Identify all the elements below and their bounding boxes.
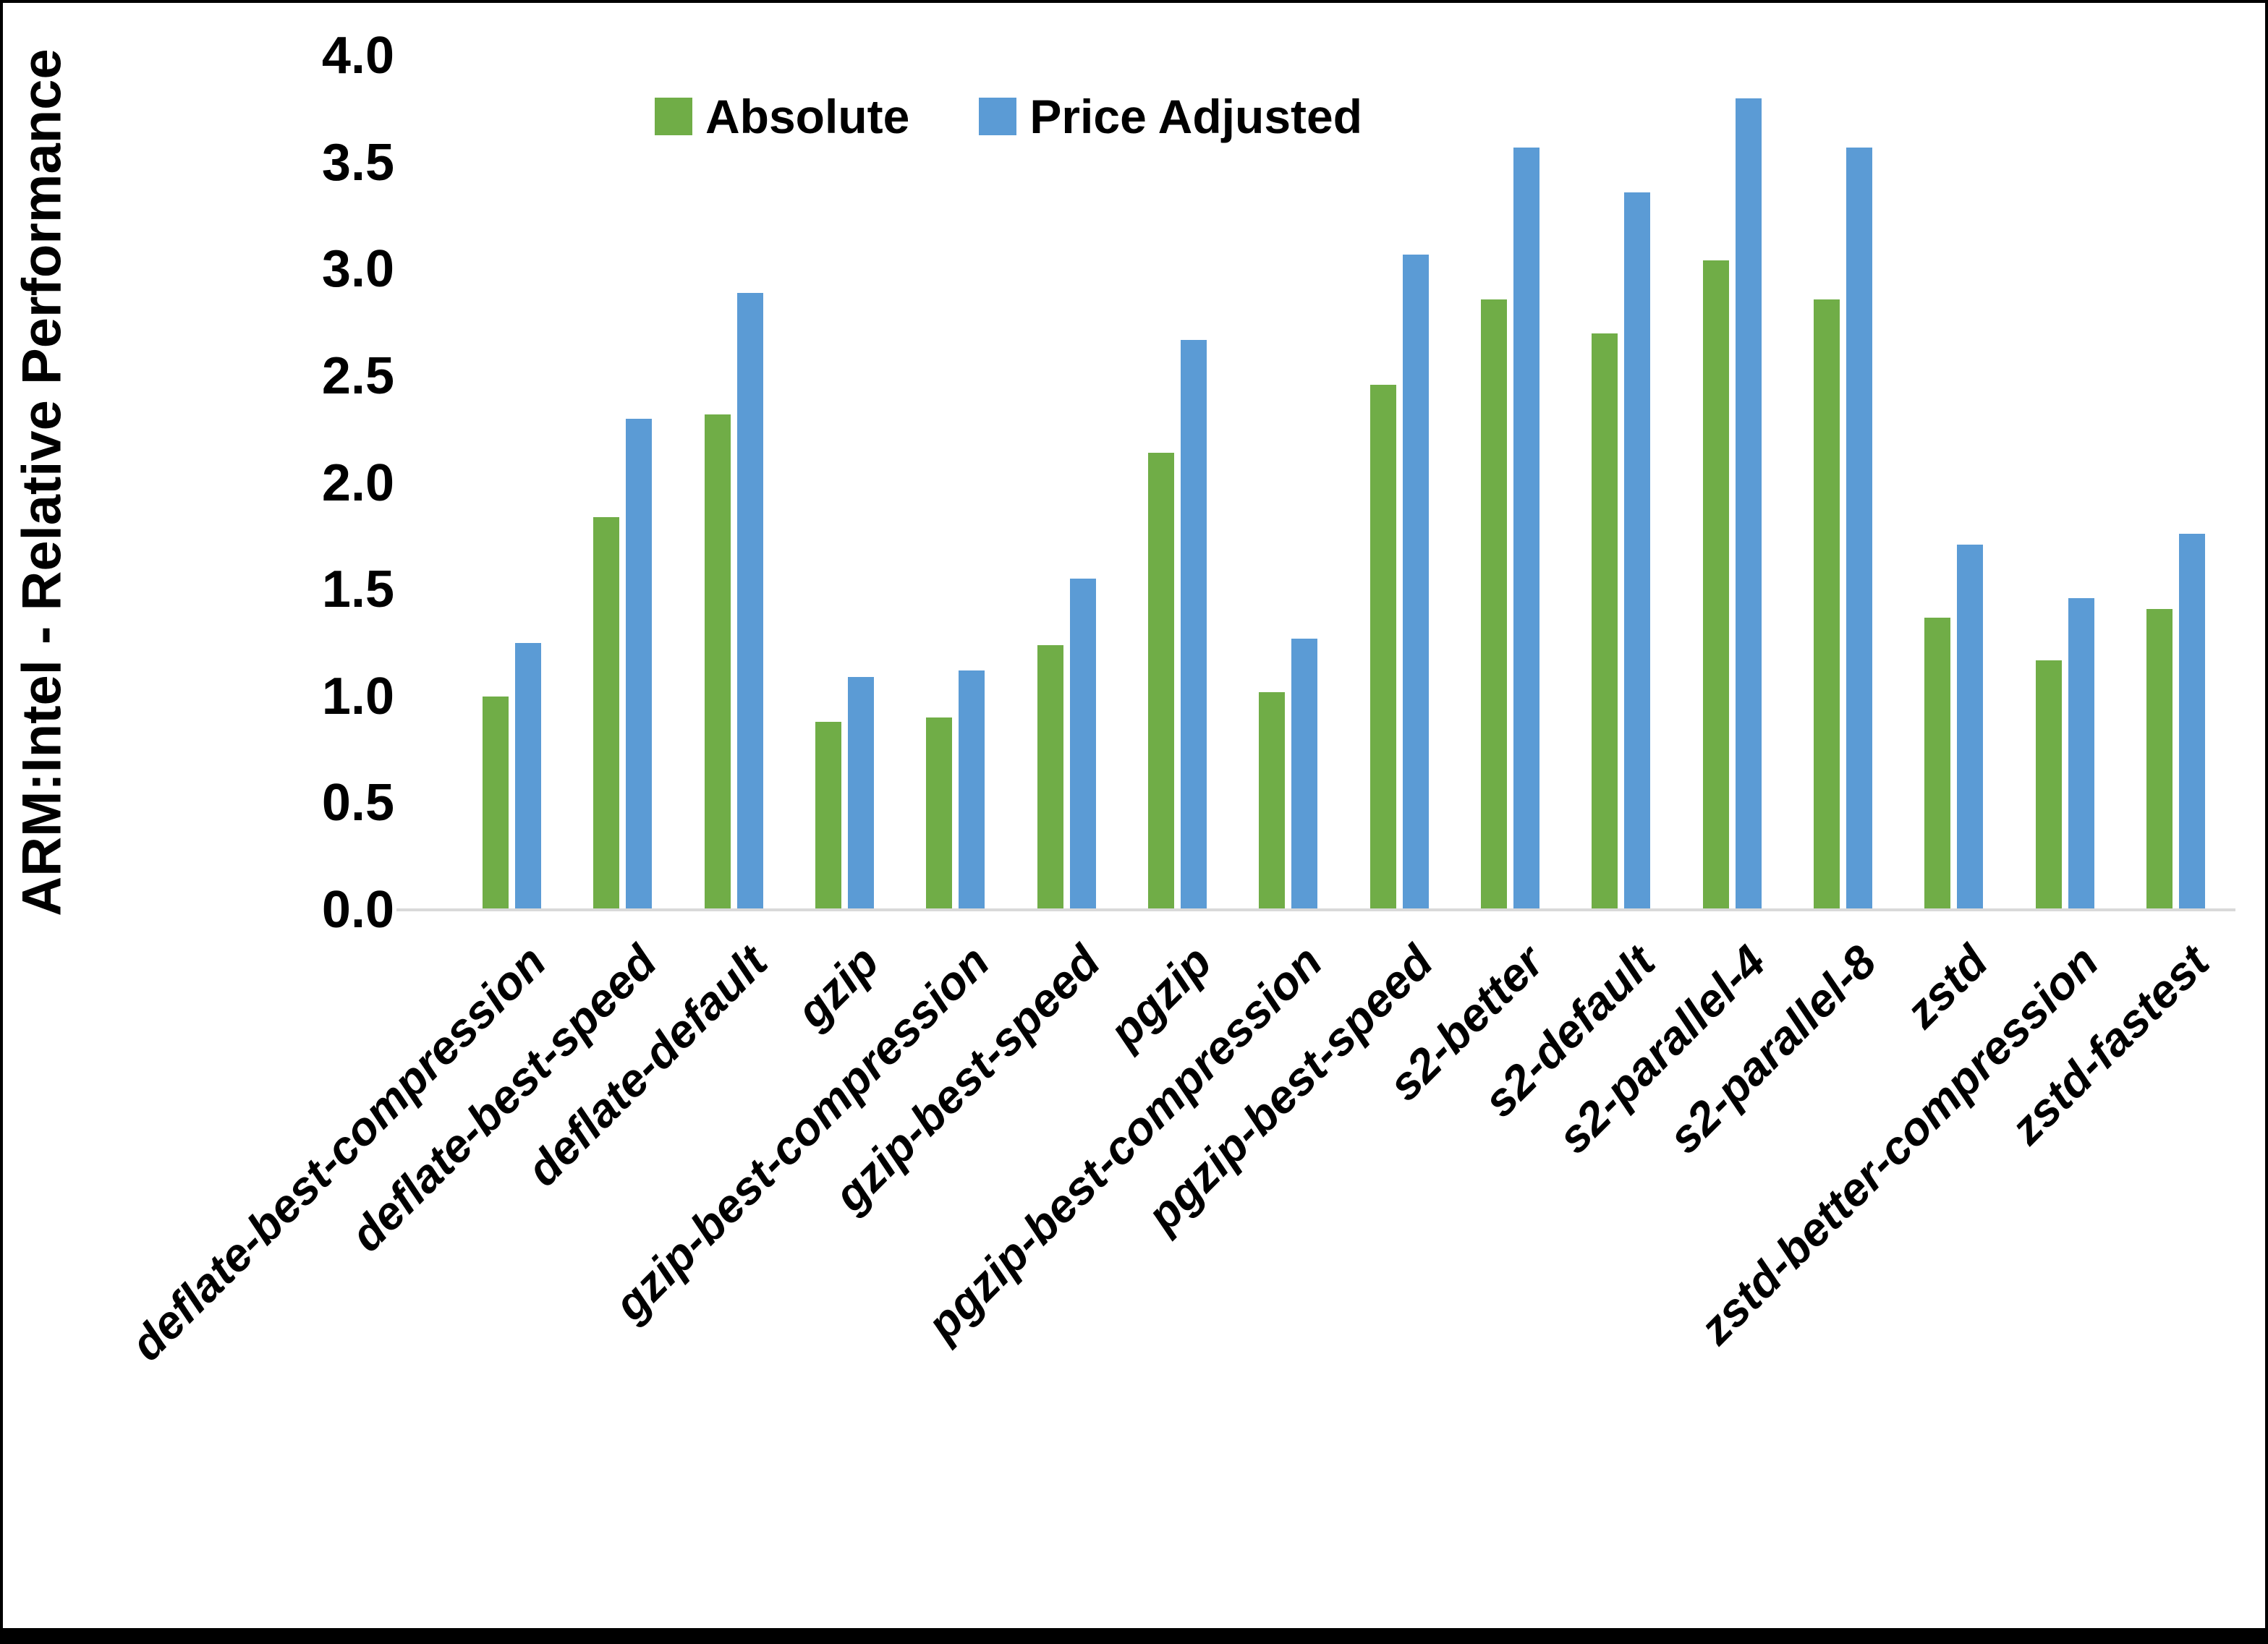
bar-group-zstd-fastest xyxy=(2120,56,2231,910)
y-tick-label: 1.0 xyxy=(321,667,394,725)
bar-group-deflate-default xyxy=(679,56,789,910)
plot-area xyxy=(456,56,2231,910)
price-adjusted-series-swatch-icon xyxy=(979,98,1017,135)
y-tick-label: 0.5 xyxy=(321,774,394,832)
bar-price-adjusted-pgzip xyxy=(1181,339,1207,910)
y-axis-tick-labels: 0.0 0.5 1.0 1.5 2.0 2.5 3.0 3.5 4.0 xyxy=(0,0,394,1013)
bar-group-pgzip-best-speed xyxy=(1344,56,1455,910)
x-category-label-s2-parallel-4: s2-parallel-4 xyxy=(1547,935,1776,1164)
bar-absolute-s2-better xyxy=(1480,299,1507,910)
x-category-label-zstd-better-compression: zstd-better-compression xyxy=(1689,935,2109,1355)
x-category-label-pgzip-best-compression: pgzip-best-compression xyxy=(917,935,1333,1351)
bar-absolute-pgzip-best-speed xyxy=(1369,384,1396,910)
bar-group-pgzip-best-compression xyxy=(1233,56,1343,910)
x-category-label-s2-default: s2-default xyxy=(1473,935,1665,1127)
x-category-label-pgzip: pgzip xyxy=(1098,935,1221,1058)
legend: Absolute Price Adjusted xyxy=(655,85,1362,148)
bar-absolute-pgzip-best-compression xyxy=(1259,691,1286,910)
bar-absolute-zstd-better-compression xyxy=(2035,660,2062,910)
bar-price-adjusted-s2-parallel-8 xyxy=(1846,147,1872,910)
bar-group-s2-parallel-8 xyxy=(1788,56,1898,910)
bar-group-gzip-best-speed xyxy=(1011,56,1122,910)
x-axis-baseline xyxy=(396,908,2235,911)
x-category-label-s2-parallel-8: s2-parallel-8 xyxy=(1658,935,1887,1164)
bar-price-adjusted-zstd xyxy=(1957,545,1984,910)
bar-absolute-deflate-default xyxy=(704,414,731,910)
x-category-label-gzip: gzip xyxy=(786,935,888,1038)
x-category-label-pgzip-best-speed: pgzip-best-speed xyxy=(1137,935,1443,1242)
bar-absolute-deflate-best-compression xyxy=(483,696,509,910)
bar-price-adjusted-s2-better xyxy=(1513,147,1539,910)
y-tick-label: 2.0 xyxy=(321,453,394,512)
bar-absolute-zstd-fastest xyxy=(2146,608,2173,910)
bar-price-adjusted-zstd-better-compression xyxy=(2068,597,2094,910)
bar-group-s2-parallel-4 xyxy=(1676,56,1787,910)
x-category-label-gzip-best-speed: gzip-best-speed xyxy=(824,935,1110,1222)
bar-absolute-s2-parallel-4 xyxy=(1702,260,1729,910)
y-tick-label: 3.5 xyxy=(321,133,394,192)
legend-item-absolute: Absolute xyxy=(655,89,909,144)
bar-absolute-pgzip xyxy=(1148,453,1175,910)
legend-item-price-adjusted: Price Adjusted xyxy=(979,89,1362,144)
absolute-series-swatch-icon xyxy=(655,98,692,135)
bar-price-adjusted-s2-parallel-4 xyxy=(1735,98,1762,910)
x-category-label-zstd: zstd xyxy=(1895,935,1997,1038)
bar-absolute-s2-default xyxy=(1592,333,1618,910)
bar-group-gzip-best-compression xyxy=(900,56,1011,910)
bar-group-deflate-best-speed xyxy=(567,56,678,910)
bar-price-adjusted-deflate-best-compression xyxy=(515,642,542,910)
legend-label-absolute: Absolute xyxy=(705,90,910,143)
y-tick-label: 2.5 xyxy=(321,346,394,405)
bar-absolute-s2-parallel-8 xyxy=(1813,299,1840,910)
legend-label-price-adjusted: Price Adjusted xyxy=(1029,90,1363,143)
bar-price-adjusted-gzip xyxy=(848,677,875,910)
y-tick-label: 4.0 xyxy=(321,27,394,85)
bar-absolute-gzip-best-speed xyxy=(1037,644,1063,910)
x-category-label-gzip-best-compression: gzip-best-compression xyxy=(603,935,1000,1331)
bar-absolute-deflate-best-speed xyxy=(593,516,620,910)
y-tick-label: 3.0 xyxy=(321,240,394,299)
bar-price-adjusted-pgzip-best-speed xyxy=(1402,254,1429,910)
bar-group-gzip xyxy=(789,56,900,910)
bar-group-pgzip xyxy=(1122,56,1233,910)
bar-price-adjusted-gzip-best-compression xyxy=(959,670,985,910)
bar-absolute-zstd xyxy=(1924,617,1951,910)
bar-group-s2-better xyxy=(1455,56,1566,910)
bar-price-adjusted-s2-default xyxy=(1624,192,1651,910)
bar-price-adjusted-deflate-default xyxy=(736,292,763,910)
bar-price-adjusted-zstd-fastest xyxy=(2178,534,2205,910)
y-tick-label: 1.5 xyxy=(321,561,394,619)
bar-price-adjusted-deflate-best-speed xyxy=(626,418,653,910)
bar-group-deflate-best-compression xyxy=(456,56,567,910)
bar-absolute-gzip-best-compression xyxy=(926,717,953,910)
x-category-label-s2-better: s2-better xyxy=(1378,935,1554,1111)
bar-absolute-gzip xyxy=(815,722,842,910)
bar-group-s2-default xyxy=(1566,56,1676,910)
bar-group-zstd xyxy=(1898,56,2009,910)
bar-price-adjusted-pgzip-best-compression xyxy=(1291,639,1318,910)
x-category-label-zstd-fastest: zstd-fastest xyxy=(2000,935,2220,1154)
bar-group-zstd-better-compression xyxy=(2009,56,2120,910)
y-tick-label: 0.0 xyxy=(321,881,394,939)
bar-price-adjusted-gzip-best-speed xyxy=(1069,579,1096,910)
